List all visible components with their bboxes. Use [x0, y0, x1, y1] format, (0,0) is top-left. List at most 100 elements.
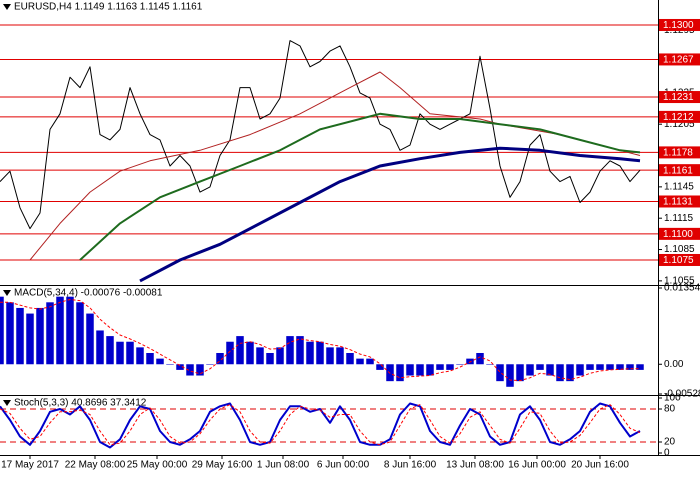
- x-tick-label: 13 Jun 08:00: [446, 460, 504, 471]
- histogram-bar: [456, 364, 464, 365]
- level-label: 1.1100: [663, 229, 693, 240]
- histogram-bar: [446, 364, 454, 370]
- x-tick-label: 16 Jun 00:00: [508, 460, 566, 471]
- series-line: [0, 299, 640, 382]
- level-label-box: [659, 195, 700, 208]
- panel-title: Stoch(5,3,3) 40.8696 37.3412: [14, 398, 147, 409]
- y-tick-label: 1.1055: [664, 276, 695, 287]
- level-label-box: [659, 53, 700, 66]
- histogram-bar: [126, 341, 134, 365]
- x-tick-label: 17 May 2017: [1, 460, 59, 471]
- histogram-bar: [156, 358, 164, 365]
- histogram-bar: [616, 364, 624, 370]
- histogram-bar: [426, 364, 434, 376]
- level-label-box: [659, 227, 700, 240]
- histogram-bar: [296, 336, 304, 365]
- series-line: [0, 404, 641, 446]
- histogram-bar: [326, 347, 334, 365]
- histogram-bar: [336, 347, 344, 365]
- level-label-box: [659, 253, 700, 266]
- histogram-bar: [396, 364, 404, 382]
- symbol-icon: [3, 4, 11, 10]
- histogram-bar: [626, 364, 634, 370]
- x-tick-label: 25 May 00:00: [127, 460, 188, 471]
- histogram-bar: [316, 341, 324, 365]
- level-label: 1.1267: [663, 55, 694, 66]
- level-label: 1.1131: [663, 197, 693, 208]
- level-label-box: [659, 164, 700, 177]
- y-tick-label: 0.01354: [664, 283, 700, 294]
- histogram-bar: [266, 352, 274, 365]
- indicator-icon: [3, 400, 11, 406]
- level-label-box: [659, 18, 700, 31]
- histogram-bar: [146, 352, 154, 365]
- histogram-bar: [356, 358, 364, 365]
- histogram-bar: [576, 364, 584, 376]
- histogram-bar: [286, 336, 294, 365]
- y-tick-label: -0.00528: [664, 389, 700, 400]
- x-tick-label: 8 Jun 16:00: [384, 460, 437, 471]
- y-tick-label: 1.1145: [664, 182, 694, 193]
- y-tick-label: 0.00: [664, 359, 684, 370]
- x-tick-label: 29 May 16:00: [192, 460, 253, 471]
- x-tick-label: 1 Jun 08:00: [257, 460, 310, 471]
- histogram-bar: [176, 364, 184, 370]
- histogram-bar: [246, 341, 254, 365]
- histogram-bar: [436, 364, 444, 370]
- histogram-bar: [196, 364, 204, 376]
- series-line: [29, 71, 641, 261]
- histogram-bar: [496, 364, 504, 382]
- level-label: 1.1161: [663, 165, 693, 176]
- y-tick-label: 1.1205: [664, 119, 695, 130]
- histogram-bar: [216, 352, 224, 365]
- histogram-bar: [206, 364, 214, 365]
- histogram-bar: [236, 336, 244, 365]
- histogram-bar: [636, 364, 644, 370]
- histogram-bar: [56, 296, 64, 365]
- histogram-bar: [366, 358, 374, 365]
- y-tick-label: 100: [664, 393, 681, 404]
- y-tick-label: 1.1115: [664, 213, 694, 224]
- y-tick-label: 80: [664, 404, 676, 415]
- histogram-bar: [256, 347, 264, 365]
- level-label: 1.1178: [663, 148, 693, 159]
- histogram-bar: [36, 307, 44, 365]
- histogram-bar: [606, 364, 614, 370]
- x-tick-label: 22 May 08:00: [65, 460, 126, 471]
- histogram-bar: [306, 341, 314, 365]
- histogram-bar: [276, 347, 284, 365]
- histogram-bar: [0, 296, 4, 365]
- series-line: [0, 40, 641, 230]
- histogram-bar: [96, 330, 104, 365]
- panel-title: EURUSD,H4 1.1149 1.1163 1.1145 1.1161: [14, 2, 203, 13]
- histogram-bar: [416, 364, 424, 376]
- histogram-bar: [566, 364, 574, 382]
- level-label: 1.1231: [663, 92, 694, 103]
- histogram-bar: [346, 352, 354, 365]
- histogram-bar: [486, 364, 494, 365]
- histogram-bar: [136, 347, 144, 365]
- indicator-icon: [3, 290, 11, 296]
- histogram-bar: [226, 341, 234, 365]
- histogram-bar: [26, 313, 34, 365]
- histogram-bar: [166, 364, 174, 365]
- x-tick-label: 6 Jun 00:00: [317, 460, 370, 471]
- histogram-bar: [526, 364, 534, 376]
- histogram-bar: [46, 302, 54, 365]
- series-line: [0, 402, 641, 449]
- histogram-bar: [376, 364, 384, 370]
- histogram-bar: [476, 352, 484, 365]
- histogram-bar: [116, 341, 124, 365]
- level-label: 1.1300: [663, 20, 694, 31]
- level-label-box: [659, 91, 700, 104]
- y-tick-label: 1.1085: [664, 244, 695, 255]
- histogram-bar: [6, 302, 14, 365]
- histogram-bar: [86, 313, 94, 365]
- level-label: 1.1212: [663, 112, 694, 123]
- histogram-bar: [546, 364, 554, 376]
- histogram-bar: [406, 364, 414, 376]
- histogram-bar: [516, 364, 524, 382]
- x-tick-label: 20 Jun 16:00: [571, 460, 629, 471]
